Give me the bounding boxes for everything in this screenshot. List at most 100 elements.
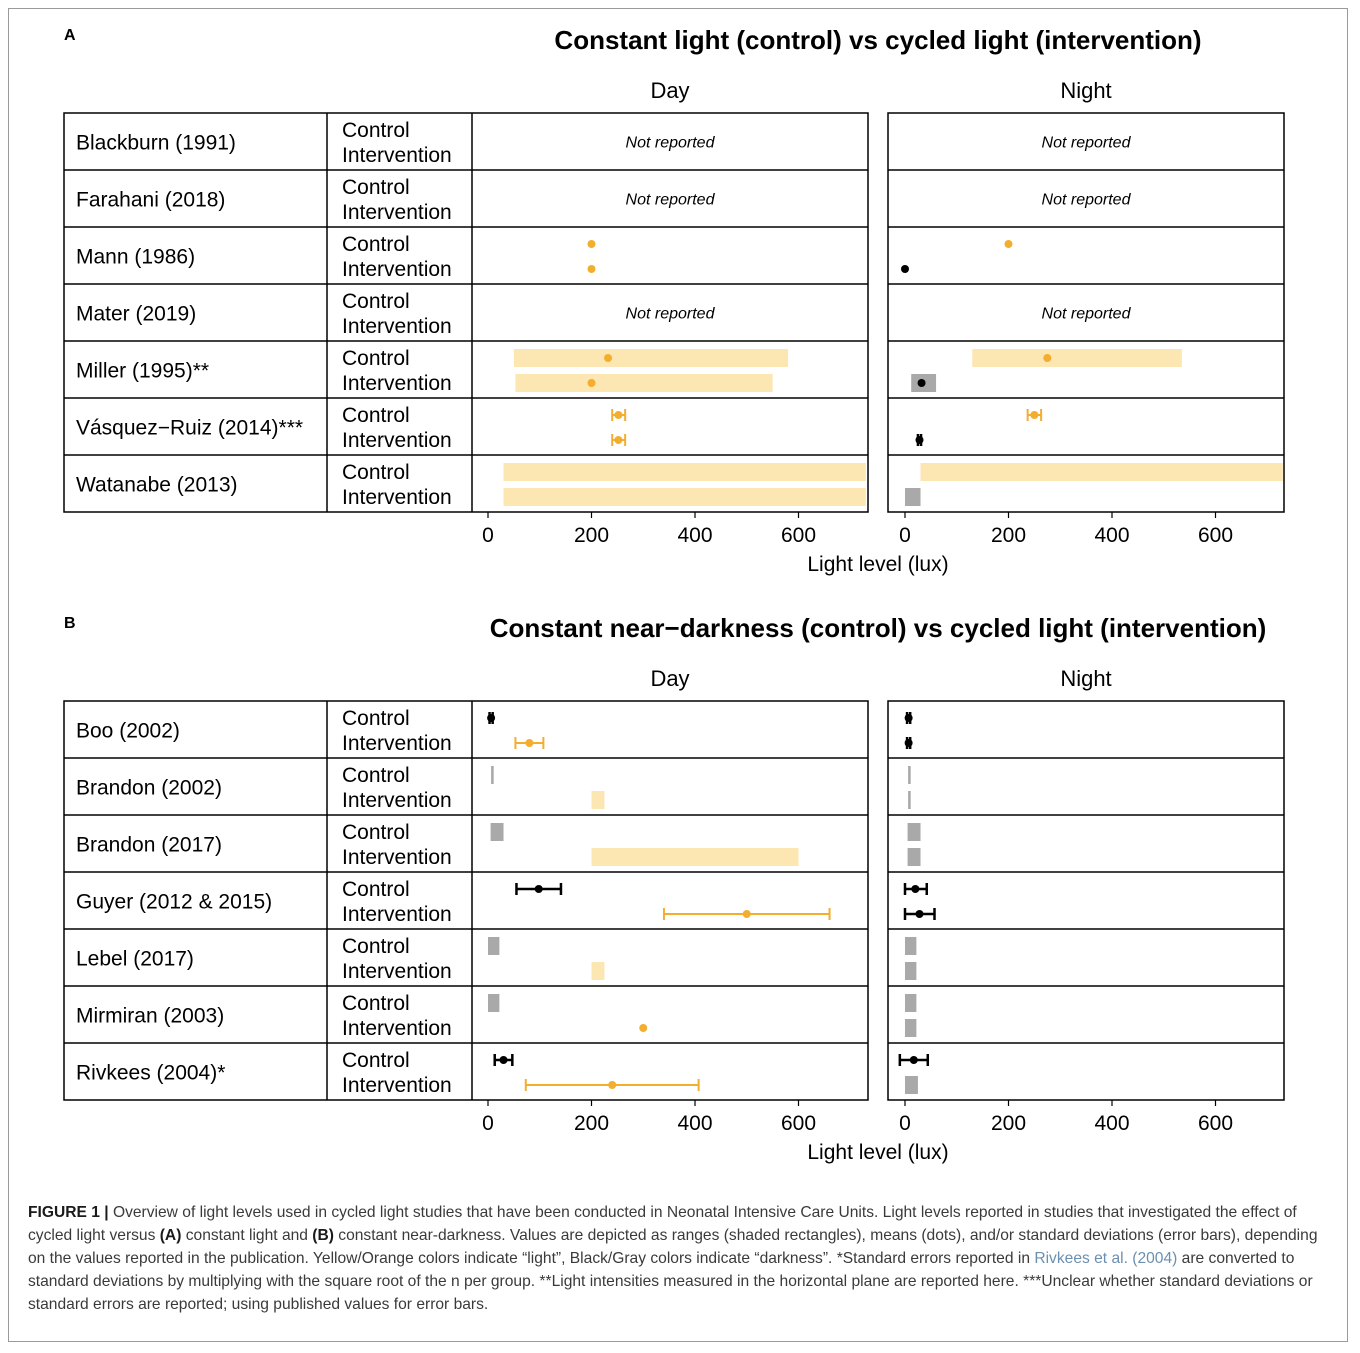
range-bar [907,823,921,841]
mean-dot [1043,354,1052,362]
x-tick-label: 0 [899,524,911,547]
group-label: Intervention [342,201,452,224]
panel-label: B [64,615,76,632]
not-reported-label: Not reported [626,135,716,152]
range-bar [905,1076,918,1094]
study-name: Boo (2002) [76,720,180,743]
not-reported-label: Not reported [1042,192,1132,209]
day-table-border [63,112,869,513]
not-reported-label: Not reported [626,306,716,323]
figure-charts: A Constant light (control) vs cycled ligh… [63,25,1285,1164]
study-name: Vásquez−Ruiz (2014)*** [76,417,303,440]
mean-dot [608,1081,617,1089]
mean-dot [901,265,909,273]
group-label: Control [342,461,410,484]
x-tick-label: 200 [574,1112,609,1135]
range-bar [488,994,500,1012]
group-label: Control [342,347,410,370]
group-label: Intervention [342,732,452,755]
range-bar [908,766,911,784]
day-facet-title: Day [650,78,689,103]
group-label: Control [342,992,410,1015]
mean-dot [742,910,751,918]
mean-dot [909,1056,918,1064]
group-label: Intervention [342,144,452,167]
range-bar [503,463,866,481]
range-bar [513,349,789,367]
x-tick-label: 400 [677,1112,712,1135]
mean-dot [917,379,926,387]
mean-dot [587,265,596,273]
study-name: Miller (1995)** [76,360,209,383]
day-facet-title: Day [650,666,689,691]
panel-title: Constant near−darkness (control) vs cycl… [490,613,1267,643]
range-bar [491,766,494,784]
x-tick-label: 200 [991,524,1026,547]
group-label: Control [342,764,410,787]
study-name: Brandon (2002) [76,777,222,800]
study-name: Blackburn (1991) [76,132,236,155]
group-label: Intervention [342,486,452,509]
x-tick-label: 0 [482,1112,494,1135]
group-label: Control [342,878,410,901]
x-tick-label: 400 [1094,524,1129,547]
range-bar [503,488,866,506]
group-label: Control [342,821,410,844]
group-label: Intervention [342,1074,452,1097]
range-bar [972,349,1182,367]
range-bar [488,937,500,955]
x-axis-label: Light level (lux) [807,1141,948,1164]
group-label: Intervention [342,429,452,452]
group-label: Control [342,290,410,313]
mean-dot [614,411,623,419]
x-tick-label: 0 [482,524,494,547]
figure-frame [8,8,1348,1342]
group-label: Control [342,176,410,199]
x-tick-label: 600 [781,1112,816,1135]
study-name: Rivkees (2004)* [76,1062,225,1085]
mean-dot [587,379,596,387]
mean-dot [904,739,913,747]
mean-dot [499,1056,508,1064]
range-bar [905,488,921,506]
range-bar [591,962,605,980]
figure-caption: FIGURE 1 | Overview of light levels used… [28,1201,1318,1316]
group-label: Intervention [342,372,452,395]
mean-dot [587,240,596,248]
study-name: Brandon (2017) [76,834,222,857]
not-reported-label: Not reported [1042,306,1132,323]
night-facet-title: Night [1060,666,1111,691]
not-reported-label: Not reported [626,192,716,209]
group-label: Control [342,404,410,427]
x-tick-label: 0 [899,1112,911,1135]
group-label: Intervention [342,258,452,281]
not-reported-label: Not reported [1042,135,1132,152]
study-name: Mater (2019) [76,303,196,326]
group-label: Intervention [342,1017,452,1040]
x-tick-label: 600 [1198,524,1233,547]
x-tick-label: 200 [991,1112,1026,1135]
day-table-border [63,700,869,1101]
mean-dot [915,436,924,444]
group-label: Control [342,935,410,958]
range-bar [905,1019,917,1037]
group-label: Intervention [342,903,452,926]
night-table-border [887,112,1285,513]
range-bar [490,823,504,841]
x-tick-label: 600 [781,524,816,547]
mean-dot [487,714,496,722]
group-label: Intervention [342,789,452,812]
range-bar [920,463,1283,481]
mean-dot [525,739,534,747]
caption-text-4: are converted to standard deviations by … [28,1250,1313,1313]
mean-dot [1004,240,1013,248]
group-label: Control [342,1049,410,1072]
group-label: Intervention [342,960,452,983]
study-name: Lebel (2017) [76,948,194,971]
caption-reference-link[interactable]: Rivkees et al. (2004) [1034,1250,1178,1267]
caption-label: FIGURE 1 | [28,1204,109,1221]
panel-label: A [64,27,76,44]
caption-bold-a: (A) [159,1227,182,1244]
x-axis-label: Light level (lux) [807,553,948,576]
range-bar [591,791,605,809]
